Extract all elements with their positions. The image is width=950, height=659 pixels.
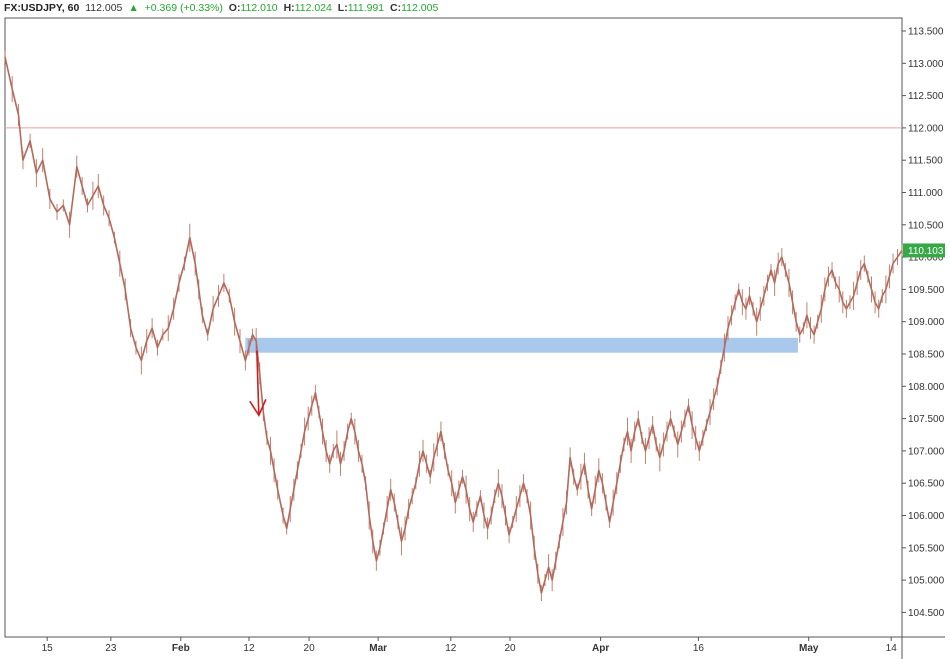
x-axis[interactable]: 15 23 Feb 12 20 Mar 12 20 Apr 16 May 14	[42, 637, 898, 654]
y-tick-label: 106.000	[908, 511, 945, 522]
y-tick-label: 106.500	[908, 479, 945, 490]
low-label: L:	[337, 2, 348, 14]
x-tick-label: 20	[304, 643, 316, 654]
x-tick-label: 12	[445, 643, 457, 654]
x-tick-label: 23	[105, 643, 117, 654]
series-line	[4, 56, 903, 594]
change-value: +0.369 (+0.33%)	[144, 2, 223, 14]
close-label: C:	[390, 2, 402, 14]
x-tick-label: Apr	[592, 643, 609, 654]
price-badge: 110.103	[903, 243, 945, 258]
x-tick-label: 12	[243, 643, 255, 654]
support-zone	[245, 337, 798, 353]
y-tick-label: 110.000	[908, 253, 944, 264]
price-series	[4, 50, 903, 602]
low-value: 111.991	[347, 2, 385, 14]
y-tick-label: 109.500	[908, 285, 945, 296]
y-tick-label: 113.000	[908, 59, 944, 70]
high-label: H:	[283, 2, 295, 14]
y-tick-label: 109.000	[908, 317, 945, 328]
arrow-shaft	[256, 350, 260, 416]
zone-rect	[245, 337, 798, 353]
y-axis[interactable]: 113.500 113.000 112.500 112.000 111.500 111.0…	[902, 27, 945, 619]
y-tick-label: 111.500	[908, 156, 943, 167]
open-label: O:	[228, 2, 241, 14]
chart-frame	[4, 17, 945, 659]
x-tick-label: 14	[886, 643, 898, 654]
x-tick-label: 16	[693, 643, 705, 654]
x-tick-label: Feb	[172, 643, 190, 654]
open-value: 112.010	[240, 2, 278, 14]
down-arrow-icon	[249, 350, 267, 418]
x-tick-label: 15	[42, 643, 54, 654]
symbol-label: FX:USDJPY, 60	[4, 2, 80, 14]
plot-border	[4, 17, 903, 638]
y-tick-label: 104.500	[908, 608, 945, 619]
high-value: 112.024	[294, 2, 332, 14]
y-tick-label: 112.000	[908, 123, 944, 134]
y-tick-label: 107.500	[908, 414, 945, 425]
y-tick-label: 108.000	[908, 382, 945, 393]
y-tick-label: 113.500	[908, 27, 944, 38]
price-badge-bg	[903, 243, 945, 258]
x-tick-label: Mar	[369, 643, 387, 654]
y-tick-label: 107.000	[908, 446, 945, 457]
y-tick-label: 108.500	[908, 350, 945, 361]
y-tick-label: 110.500	[908, 220, 944, 231]
last-price: 112.005	[85, 2, 123, 14]
close-value: 112.005	[401, 2, 439, 14]
chart-header: FX:USDJPY, 60 112.005 ▲ +0.369 (+0.33%) …	[4, 2, 441, 16]
x-tick-label: 20	[504, 643, 516, 654]
y-tick-label: 111.000	[908, 188, 943, 199]
y-tick-label: 105.000	[908, 576, 945, 587]
y-tick-label: 112.500	[908, 91, 944, 102]
arrow-head	[249, 399, 267, 418]
up-triangle-icon: ▲	[128, 2, 139, 14]
price-badge-label: 110.103	[908, 246, 944, 257]
x-tick-label: May	[799, 643, 819, 654]
y-tick-label: 105.500	[908, 543, 945, 554]
